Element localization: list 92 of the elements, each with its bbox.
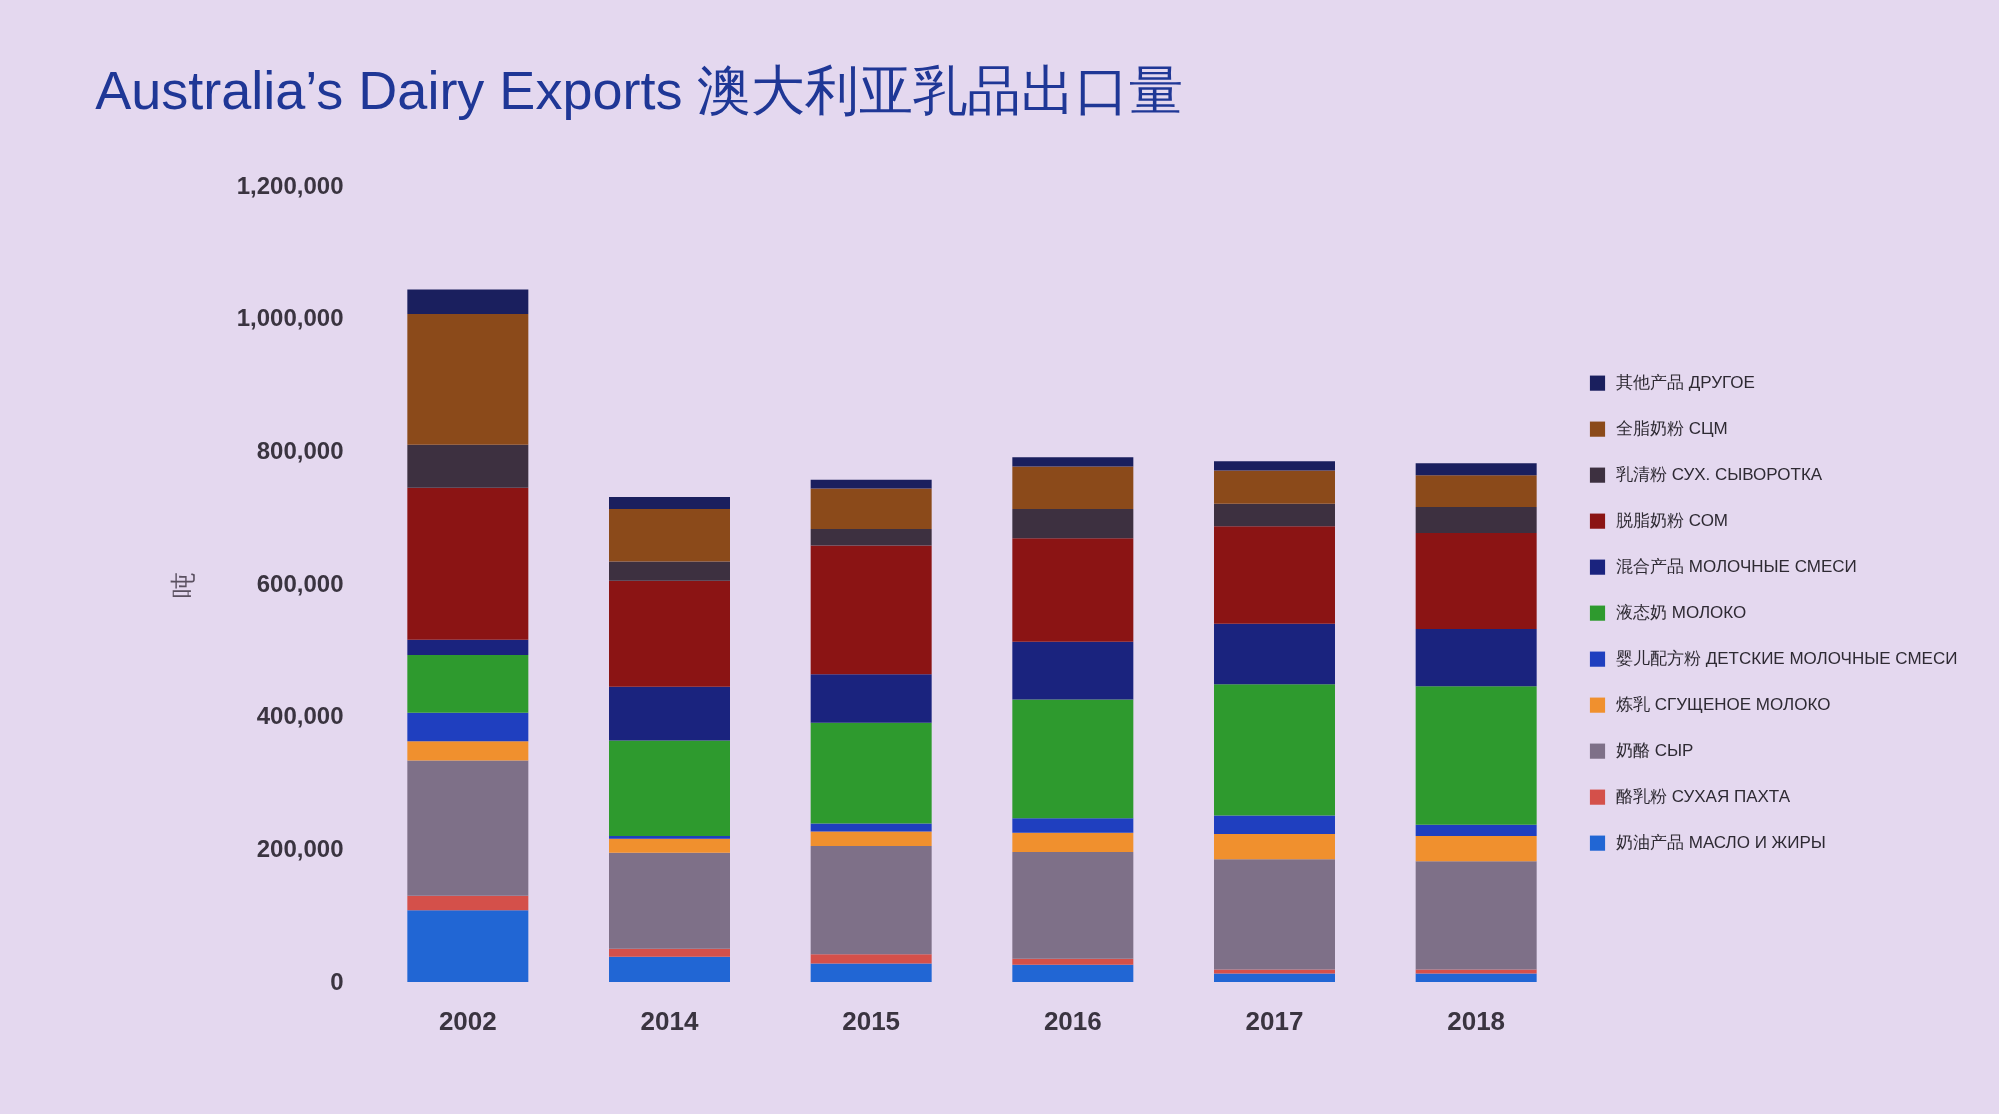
x-tick-label: 2002 (438, 1005, 497, 1036)
bar (1415, 629, 1537, 687)
legend-label: 其他产品 ДРУГОЕ (1616, 373, 1755, 393)
bar (810, 954, 932, 964)
bar (1214, 815, 1335, 835)
bar (1214, 461, 1335, 471)
bar (1415, 973, 1537, 982)
bar (407, 314, 529, 445)
legend-label: 脱脂奶粉 СОМ (1616, 511, 1729, 531)
x-tick-label: 2016 (1043, 1005, 1102, 1036)
bar (1415, 686, 1537, 825)
bar (407, 444, 529, 488)
legend-label: 奶酪 СЫР (1616, 741, 1694, 761)
bar (810, 823, 932, 832)
chart-title: Australia’s Dairy Exports 澳大利亚乳品出口量 (95, 60, 1184, 120)
bar (609, 836, 730, 839)
bar (609, 740, 730, 837)
bar (407, 895, 529, 911)
bar (609, 497, 730, 510)
bar (1415, 969, 1537, 974)
bar (1214, 623, 1335, 685)
bar (1012, 699, 1134, 819)
legend-label: 液态奶 МОЛОКО (1616, 603, 1747, 623)
bar (1415, 861, 1537, 970)
bar (1415, 507, 1537, 533)
x-tick-label: 2017 (1245, 1005, 1304, 1036)
bar (407, 712, 529, 742)
y-tick-label: 400,000 (256, 702, 344, 730)
bar (810, 545, 932, 675)
bar (1214, 526, 1335, 624)
bar (407, 639, 529, 655)
bar (810, 479, 932, 489)
y-axis-title: 吨 (167, 571, 198, 598)
legend-label: 婴儿配方粉 ДЕТСКИЕ МОЛОЧНЫЕ СМЕСИ (1616, 649, 1958, 669)
bar (1214, 503, 1335, 527)
bar (1415, 836, 1537, 862)
bar (1214, 684, 1335, 816)
bar (810, 722, 932, 824)
x-tick-label: 2018 (1447, 1005, 1506, 1036)
bar (1214, 973, 1335, 982)
bar (810, 846, 932, 955)
bar (1012, 818, 1134, 833)
y-tick-label: 1,000,000 (236, 304, 344, 332)
x-tick-label: 2015 (842, 1005, 901, 1036)
y-tick-label: 600,000 (256, 569, 344, 597)
y-tick-label: 1,200,000 (236, 171, 344, 199)
bar (810, 528, 932, 546)
bar (1012, 964, 1134, 982)
bar (609, 852, 730, 949)
bar (407, 741, 529, 761)
bar (609, 561, 730, 581)
bar (1214, 969, 1335, 974)
bar (1214, 470, 1335, 504)
bar (810, 831, 932, 847)
bar (609, 509, 730, 562)
bar (609, 948, 730, 957)
bar (407, 760, 529, 896)
bar (1415, 532, 1537, 630)
y-tick-label: 200,000 (256, 834, 344, 862)
bar (1012, 958, 1134, 965)
bar (1214, 859, 1335, 970)
bar (1012, 509, 1134, 539)
bar (1012, 851, 1134, 959)
bar (1012, 538, 1134, 642)
bar (407, 487, 529, 640)
bar (810, 674, 932, 723)
x-tick-label: 2014 (640, 1005, 699, 1036)
bar (407, 654, 529, 713)
bar (609, 686, 730, 741)
bar (609, 956, 730, 982)
legend-label: 混合产品 МОЛОЧНЫЕ СМЕСИ (1616, 557, 1857, 577)
bar (1415, 824, 1537, 837)
bar (407, 289, 529, 315)
bar (609, 580, 730, 687)
bar (1012, 641, 1134, 700)
bar (407, 910, 529, 982)
bar (810, 963, 932, 982)
legend-label: 酪乳粉 СУХАЯ ПАХТА (1616, 787, 1791, 807)
legend-label: 全脂奶粉 СЦМ (1616, 419, 1728, 439)
legend-label: 奶油产品 МАСЛО И ЖИРЫ (1616, 833, 1826, 853)
bar (810, 488, 932, 529)
y-tick-label: 0 (330, 967, 344, 995)
y-tick-label: 800,000 (256, 436, 344, 464)
legend-label: 乳清粉 СУХ. СЫВОРОТКА (1616, 465, 1823, 485)
legend-label: 炼乳 СГУЩЕНОЕ МОЛОКО (1616, 695, 1831, 715)
bar (609, 838, 730, 853)
bar (1214, 834, 1335, 860)
bar (1415, 463, 1537, 476)
bar (1012, 457, 1134, 467)
bar (1012, 466, 1134, 510)
bar (1415, 475, 1537, 508)
bar (1012, 832, 1134, 852)
